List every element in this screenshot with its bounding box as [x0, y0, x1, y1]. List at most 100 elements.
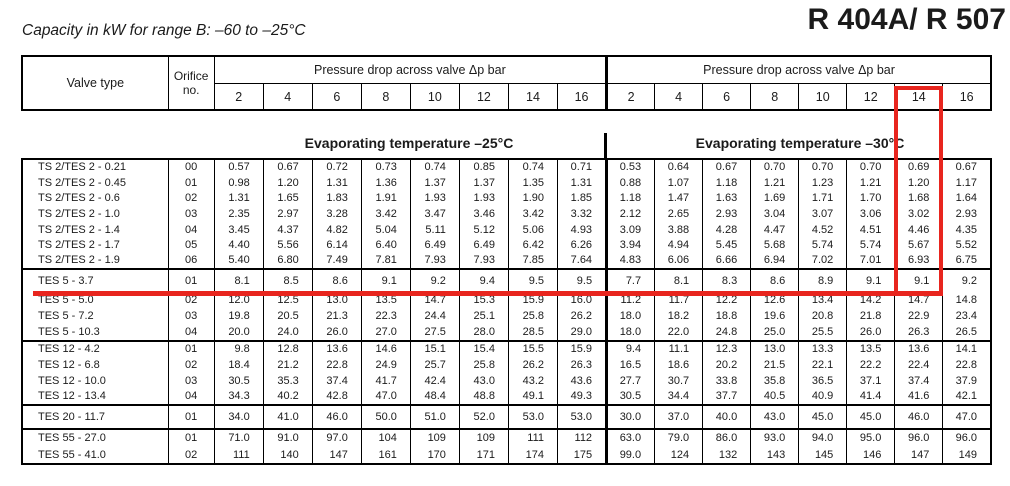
capacity-cell-m25: 175: [557, 446, 607, 464]
capacity-cell-m30: 12.3: [702, 339, 751, 357]
capacity-cell-m25: 43.2: [507, 372, 558, 389]
capacity-cell-m25: 5.56: [262, 237, 313, 254]
capacity-cell-m25: 170: [409, 446, 460, 464]
capacity-cell-m30: 18.8: [702, 308, 751, 325]
pressure-col-header-m25-4: 4: [262, 83, 313, 110]
capacity-cell-m30: 11.1: [654, 339, 703, 357]
capacity-cell-m30: 5.68: [750, 237, 799, 254]
capacity-cell-m25: 27.0: [360, 324, 411, 341]
capacity-cell-m25: 50.0: [360, 403, 411, 429]
capacity-cell-m25: 37.4: [311, 372, 362, 389]
capacity-cell-m25: 1.85: [557, 190, 607, 207]
capacity-cell-m25: 0.57: [213, 159, 264, 175]
capacity-cell-m30: 4.47: [750, 221, 799, 238]
capacity-cell-m30: 14.1: [942, 339, 991, 357]
capacity-cell-m30: 14.8: [942, 291, 991, 309]
capacity-cell-m30: 34.4: [654, 388, 703, 405]
pressure-col-header-m30-10: 10: [798, 83, 847, 110]
capacity-cell-m30: 1.64: [942, 190, 991, 207]
capacity-cell-m30: 1.23: [798, 174, 847, 191]
orifice-cell: 05: [167, 237, 215, 254]
capacity-cell-m25: 41.7: [360, 372, 411, 389]
capacity-cell-m25: 4.40: [213, 237, 264, 254]
capacity-cell-m30: 24.8: [702, 324, 751, 341]
capacity-cell-m30: 7.01: [846, 253, 895, 269]
capacity-cell-m25: 1.90: [507, 190, 558, 207]
capacity-cell-m25: 8.6: [311, 267, 362, 292]
capacity-cell-m25: 1.37: [409, 174, 460, 191]
capacity-cell-m30: 124: [654, 446, 703, 464]
capacity-cell-m25: 26.3: [557, 356, 607, 373]
table-row: TS 2/TES 2 - 1.7 05 4.40 5.56 6.14 6.40 6.49 6.…: [22, 237, 991, 254]
capacity-cell-m25: 9.1: [360, 267, 411, 292]
capacity-cell-m25: 22.8: [311, 356, 362, 373]
valve-type-cell: TS 2/TES 2 - 1.4: [38, 223, 120, 236]
capacity-cell-m30: 2.93: [702, 206, 751, 222]
capacity-cell-m30: 2.65: [654, 206, 703, 222]
capacity-cell-m25: 9.5: [507, 267, 558, 292]
capacity-cell-m30: 4.51: [846, 221, 895, 238]
capacity-cell-m30: 41.6: [894, 388, 943, 405]
capacity-cell-m30: 8.1: [654, 267, 703, 292]
pressure-col-header-m25-12: 12: [458, 83, 509, 110]
capacity-cell-m25: 1.35: [507, 174, 558, 191]
capacity-cell-m25: 7.81: [360, 253, 411, 269]
capacity-cell-m25: 104: [360, 427, 411, 447]
capacity-cell-m25: 13.6: [311, 339, 362, 357]
orifice-cell: 01: [167, 403, 215, 429]
capacity-cell-m25: 42.4: [409, 372, 460, 389]
capacity-cell-m30: 37.7: [702, 388, 751, 405]
capacity-cell-m30: 36.5: [798, 372, 847, 389]
capacity-cell-m25: 3.32: [557, 206, 607, 222]
capacity-cell-m30: 149: [942, 446, 991, 464]
valve-type-cell: TES 20 - 11.7: [22, 403, 169, 429]
capacity-cell-m30: 2.12: [605, 206, 655, 222]
capacity-cell-m30: 3.88: [654, 221, 703, 238]
capacity-cell-m25: 6.80: [262, 253, 313, 269]
capacity-cell-m25: 51.0: [409, 403, 460, 429]
valve-type-cell: TES 55 - 27.0: [22, 427, 169, 447]
capacity-cell-m30: 4.28: [702, 221, 751, 238]
capacity-cell-m25: 19.8: [213, 308, 264, 325]
header-table: Valve type Orifice no. Pressure drop acr…: [21, 55, 992, 111]
capacity-cell-m25: 1.91: [360, 190, 411, 207]
capacity-cell-m25: 3.42: [360, 206, 411, 222]
capacity-cell-m25: 2.35: [213, 206, 264, 222]
capacity-cell-m25: 15.1: [409, 339, 460, 357]
pressure-drop-header-right: Pressure drop across valve Δp bar: [605, 56, 991, 84]
pressure-columns-row: 2 4 6 8 10 12 14 16 2 4 6 8 10 12 14 16: [22, 83, 991, 110]
capacity-cell-m30: 40.5: [750, 388, 799, 405]
capacity-cell-m25: 9.4: [458, 267, 509, 292]
capacity-cell-m25: 147: [311, 446, 362, 464]
capacity-cell-m25: 1.31: [213, 190, 264, 207]
capacity-cell-m25: 6.14: [311, 237, 362, 254]
capacity-cell-m30: 3.04: [750, 206, 799, 222]
capacity-cell-m25: 5.12: [458, 221, 509, 238]
capacity-cell-m25: 40.2: [262, 388, 313, 405]
capacity-cell-m25: 43.0: [458, 372, 509, 389]
table-row: TES 12 - 6.8 02 18.4 21.2 22.8 24.9 25.7 25.8 26…: [22, 356, 991, 373]
capacity-cell-m25: 91.0: [262, 427, 313, 447]
capacity-cell-m25: 1.83: [311, 190, 362, 207]
orifice-cell: 02: [167, 446, 215, 464]
capacity-cell-m30: 47.0: [942, 403, 991, 429]
capacity-cell-m30: 7.7: [605, 267, 655, 292]
valve-type-cell: TES 12 - 6.8: [38, 358, 100, 371]
capacity-cell-m30: 41.4: [846, 388, 895, 405]
capacity-cell-m30: 96.0: [894, 427, 943, 447]
capacity-cell-m30: 96.0: [942, 427, 991, 447]
capacity-cell-m25: 7.49: [311, 253, 362, 269]
valve-type-cell: TES 12 - 10.0: [38, 374, 106, 387]
capacity-cell-m30: 37.0: [654, 403, 703, 429]
table-row: TES 55 - 41.0 02 111 140 147 161 170 171 174 175 9…: [22, 446, 991, 464]
capacity-cell-m25: 25.8: [507, 308, 558, 325]
capacity-cell-m30: 0.69: [894, 159, 943, 175]
valve-type-cell: TES 5 - 7.2: [38, 310, 94, 323]
capacity-cell-m25: 53.0: [557, 403, 607, 429]
capacity-cell-m25: 6.49: [458, 237, 509, 254]
capacity-cell-m30: 0.88: [605, 174, 655, 191]
valve-type-cell: TES 5 - 10.3: [38, 326, 100, 339]
capacity-cell-m30: 25.0: [750, 324, 799, 341]
capacity-cell-m30: 4.83: [605, 253, 655, 269]
capacity-cell-m30: 19.6: [750, 308, 799, 325]
